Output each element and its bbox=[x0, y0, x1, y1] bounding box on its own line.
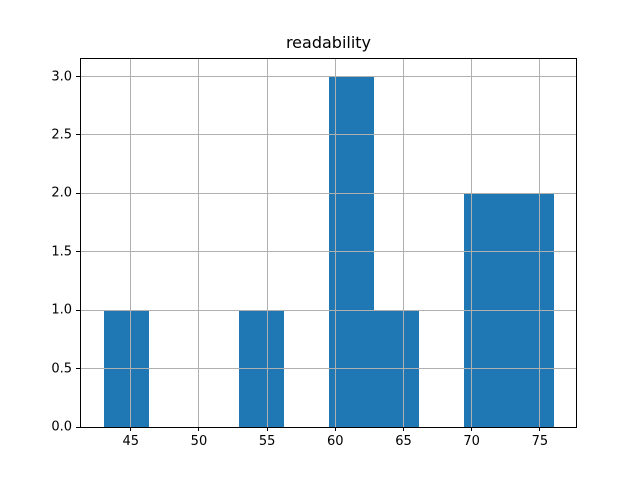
chart-title: readability bbox=[285, 33, 372, 52]
x-tick-mark bbox=[266, 427, 268, 431]
y-gridline bbox=[81, 134, 576, 136]
y-tick-mark bbox=[76, 368, 80, 370]
plot-area: 45 50 55 60 65 70 75 0.0 0.5 1.0 1.5 2.0 2.5 3.0 bbox=[51, 58, 577, 449]
y-gridline bbox=[81, 251, 576, 253]
y-tick-label: 0.5 bbox=[51, 361, 72, 377]
y-tick-mark bbox=[76, 134, 80, 136]
x-tick-label: 45 bbox=[122, 434, 140, 449]
y-tick-mark bbox=[76, 192, 80, 194]
x-tick-mark bbox=[539, 427, 541, 431]
y-tick-label: 2.0 bbox=[51, 185, 72, 201]
y-gridline bbox=[81, 368, 576, 370]
y-tick-mark bbox=[76, 76, 80, 78]
x-tick-label: 65 bbox=[395, 434, 412, 449]
y-tick-label: 0.0 bbox=[51, 419, 72, 435]
x-gridline bbox=[471, 59, 473, 427]
y-gridline bbox=[81, 192, 576, 194]
y-tick-label: 1.5 bbox=[51, 244, 72, 260]
x-gridline bbox=[334, 59, 336, 427]
x-tick-mark bbox=[471, 427, 473, 431]
y-tick-mark bbox=[76, 426, 80, 428]
x-gridline bbox=[266, 59, 268, 427]
x-tick-mark bbox=[198, 427, 200, 431]
x-tick-label: 75 bbox=[531, 434, 549, 449]
y-gridline bbox=[81, 309, 576, 311]
x-tick-mark bbox=[403, 427, 404, 431]
x-gridline bbox=[539, 59, 541, 427]
y-tick-label: 3.0 bbox=[51, 69, 72, 85]
y-tick-mark bbox=[76, 251, 80, 253]
x-gridline bbox=[130, 59, 132, 427]
x-tick-mark bbox=[130, 427, 132, 431]
y-tick-label: 2.5 bbox=[51, 127, 72, 143]
x-tick-label: 70 bbox=[463, 434, 480, 449]
x-gridline bbox=[198, 59, 200, 427]
x-tick-label: 60 bbox=[327, 434, 344, 449]
y-gridline bbox=[81, 76, 576, 78]
y-tick-mark bbox=[76, 309, 80, 311]
axis-decor-layer: 45 50 55 60 65 70 75 0.0 0.5 1.0 1.5 2.0 2.5 3.0 bbox=[51, 59, 576, 449]
grid-layer bbox=[81, 59, 576, 427]
x-tick-mark bbox=[334, 427, 336, 431]
y-tick-label: 1.0 bbox=[51, 302, 72, 318]
x-tick-label: 50 bbox=[190, 434, 208, 449]
x-gridline bbox=[403, 59, 404, 427]
x-tick-label: 55 bbox=[258, 434, 276, 449]
